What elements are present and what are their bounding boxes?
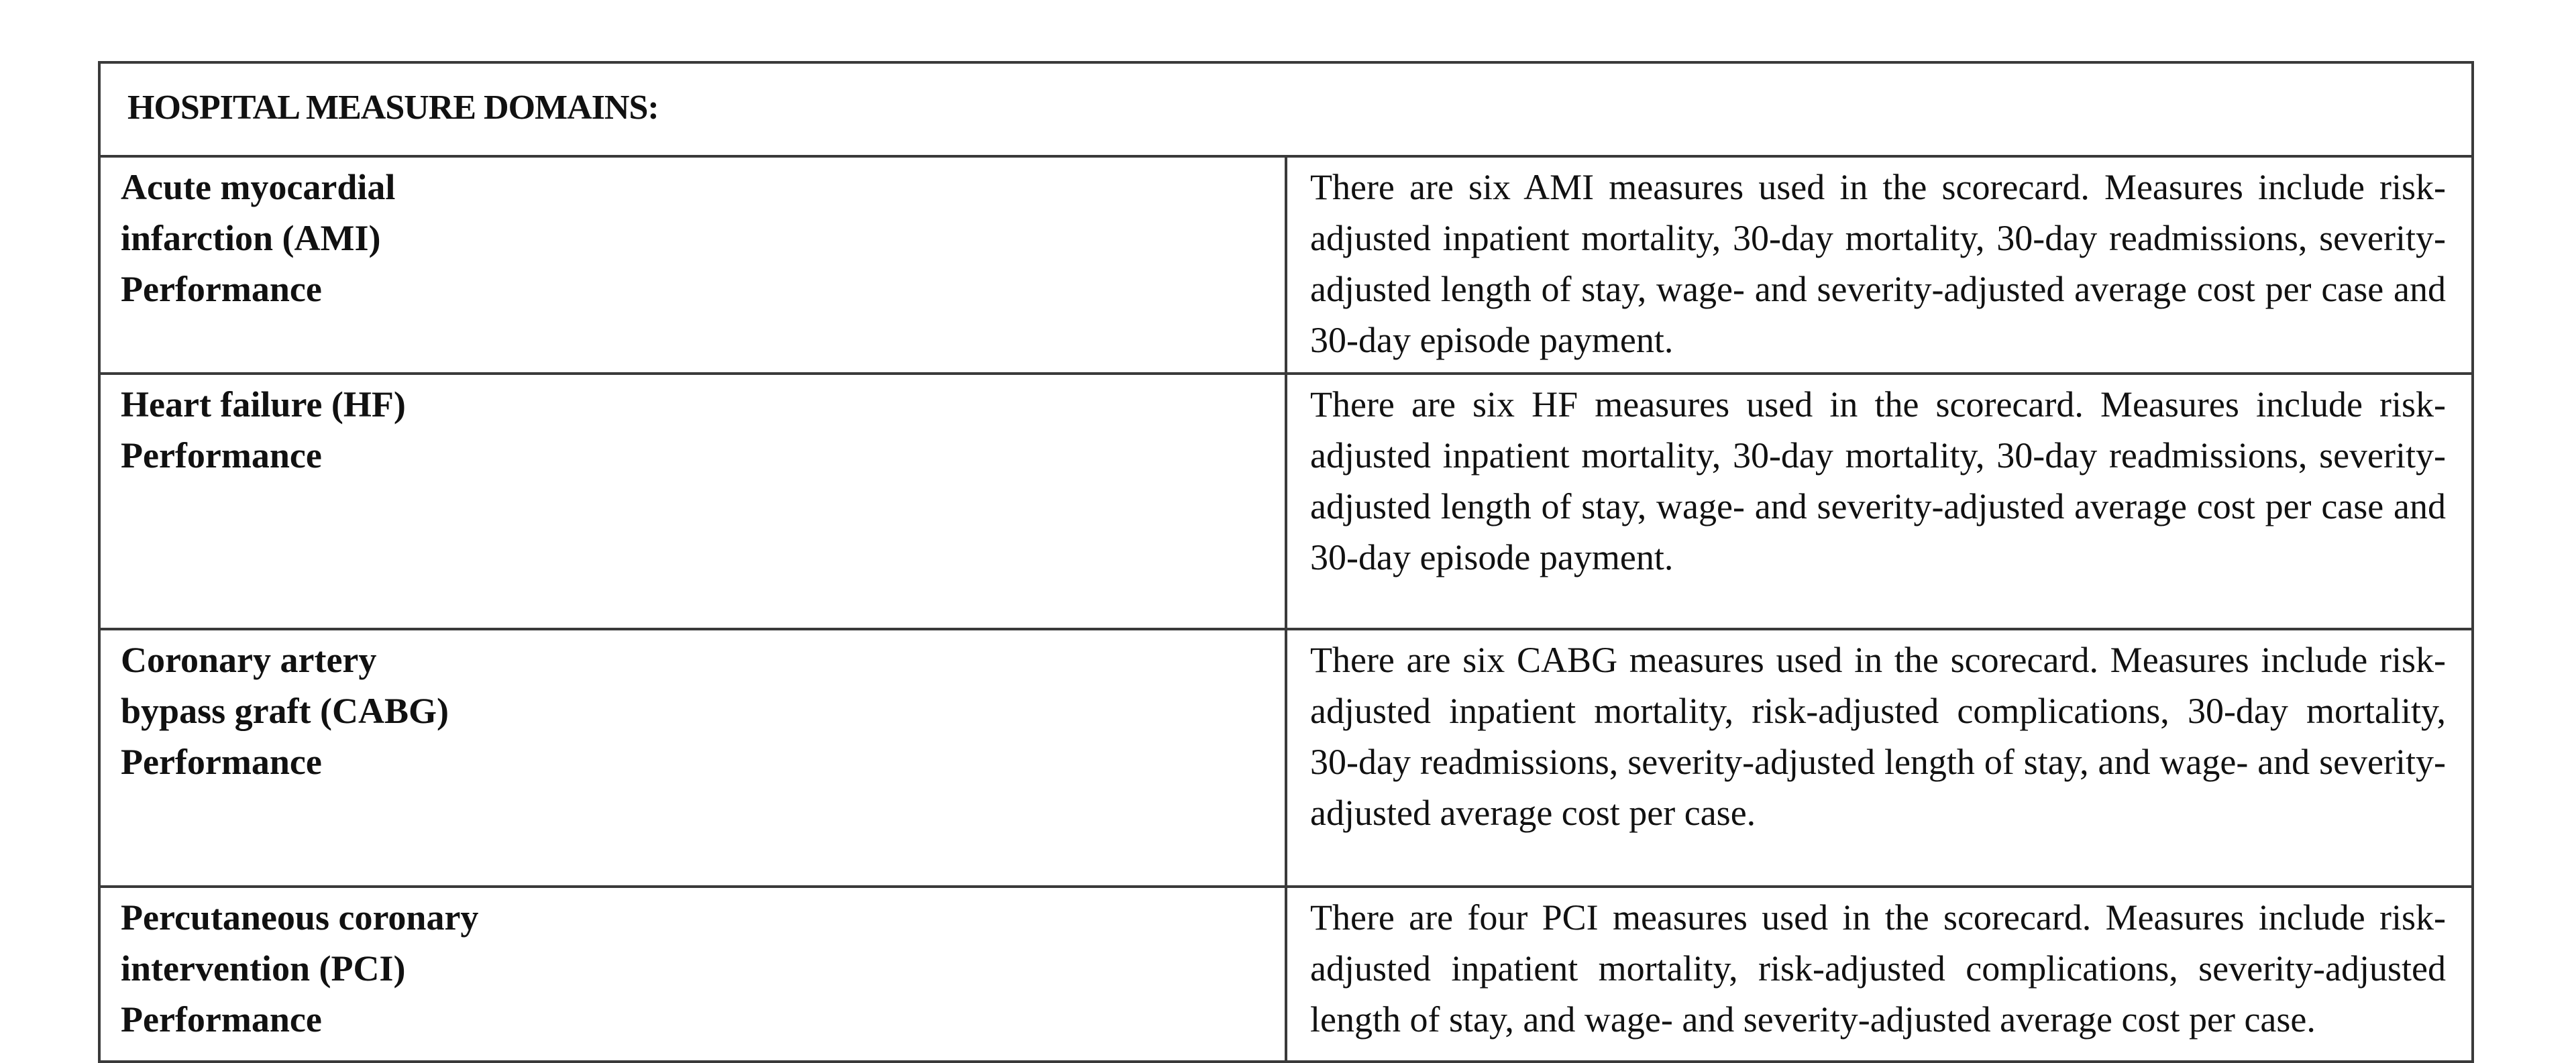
domain-name: Acute myocardial infarction (AMI) Perfor… — [98, 155, 1287, 375]
domain-name: Heart failure (HF) Performance — [98, 372, 1287, 630]
domain-description: There are four PCI measures used in the … — [1285, 885, 2474, 1063]
domain-line: Heart failure (HF) — [121, 384, 406, 425]
domain-description: There are six AMI measures used in the s… — [1285, 155, 2474, 375]
domain-line: infarction (AMI) — [121, 218, 381, 258]
domain-line: intervention (PCI) — [121, 948, 406, 989]
domain-line: Performance — [121, 742, 322, 782]
table-row: Coronary artery bypass graft (CABG) Perf… — [98, 628, 2474, 888]
table-row: Heart failure (HF) Performance There are… — [98, 372, 2474, 630]
domain-name: Percutaneous coronary intervention (PCI)… — [98, 885, 1287, 1063]
domain-line: Performance — [121, 269, 322, 309]
table-row: Percutaneous coronary intervention (PCI)… — [98, 885, 2474, 1063]
domain-line: bypass graft (CABG) — [121, 691, 449, 731]
table-title: HOSPITAL MEASURE DOMAINS: — [98, 61, 2474, 158]
domain-line: Performance — [121, 999, 322, 1040]
domain-line: Acute myocardial — [121, 167, 396, 207]
table-row: Acute myocardial infarction (AMI) Perfor… — [98, 155, 2474, 375]
measure-domains-table: HOSPITAL MEASURE DOMAINS: Acute myocardi… — [98, 61, 2474, 1063]
domain-description: There are six HF measures used in the sc… — [1285, 372, 2474, 630]
domain-line: Performance — [121, 435, 322, 475]
domain-line: Percutaneous coronary — [121, 897, 479, 938]
domain-description: There are six CABG measures used in the … — [1285, 628, 2474, 888]
domain-line: Coronary artery — [121, 640, 377, 680]
domain-name: Coronary artery bypass graft (CABG) Perf… — [98, 628, 1287, 888]
